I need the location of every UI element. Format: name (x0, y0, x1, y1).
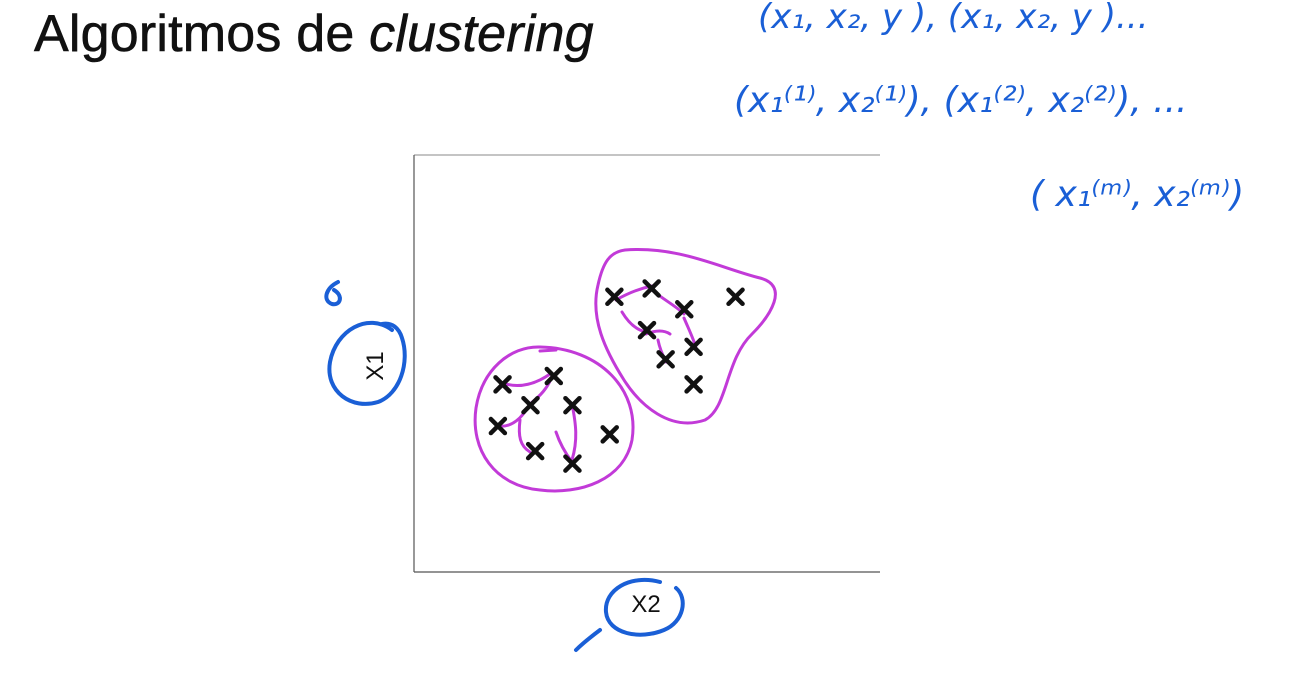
ylabel-circle-stroke (327, 320, 407, 406)
y-axis-label: X1 (362, 351, 389, 380)
xlabel-arrow-stroke (574, 628, 602, 652)
data-point-s1-1 (493, 375, 512, 394)
data-point-s2-5 (637, 320, 657, 340)
note-line-2: (x₁⁽¹⁾, x₂⁽¹⁾), (x₁⁽²⁾, x₂⁽²⁾), ... (734, 80, 1187, 121)
title-main: Algoritmos de (34, 5, 370, 64)
data-point-s2-3 (675, 300, 694, 319)
data-point-s2-4 (726, 287, 745, 307)
data-points (488, 279, 745, 473)
data-point-s2-1 (605, 287, 624, 307)
data-point-s1-4 (563, 395, 582, 415)
data-point-s1-6 (525, 441, 545, 461)
data-point-s1-2 (544, 366, 564, 386)
note-line-3: ( x₁⁽ᵐ⁾, x₂⁽ᵐ⁾) (1030, 174, 1244, 215)
data-point-s1-7 (600, 425, 619, 444)
stroke-c2-b (620, 310, 648, 334)
ylabel-arrow-stroke (324, 280, 342, 307)
data-point-s1-5 (488, 416, 508, 436)
title-italic: clustering (369, 5, 594, 64)
stroke-c1-b (504, 372, 552, 388)
ink-blue-strokes (324, 280, 685, 652)
data-point-s2-6 (656, 350, 675, 369)
cluster-1-outline (473, 345, 635, 493)
slide-title: Algoritmos de clustering (34, 4, 594, 64)
ink-magenta-strokes (473, 248, 777, 493)
plot-frame (413, 154, 880, 573)
data-point-s2-7 (684, 337, 703, 357)
cluster-2-outline (594, 248, 777, 425)
data-point-s1-8 (563, 454, 582, 473)
data-point-s2-2 (642, 279, 661, 298)
data-point-s2-8 (684, 375, 703, 394)
stroke-c1-e (517, 418, 532, 454)
data-point-s1-3 (521, 395, 540, 415)
handwritten-notes: (x₁, x₂, y ), (x₁, x₂, y )... (x₁⁽¹⁾, x₂… (734, 0, 1244, 215)
stroke-c1-a (538, 348, 558, 353)
x-axis-label: X2 (631, 591, 660, 618)
xlabel-circle-stroke (603, 577, 685, 637)
note-line-1: (x₁, x₂, y ), (x₁, x₂, y )... (758, 0, 1148, 37)
stroke-c1-f (570, 402, 578, 462)
